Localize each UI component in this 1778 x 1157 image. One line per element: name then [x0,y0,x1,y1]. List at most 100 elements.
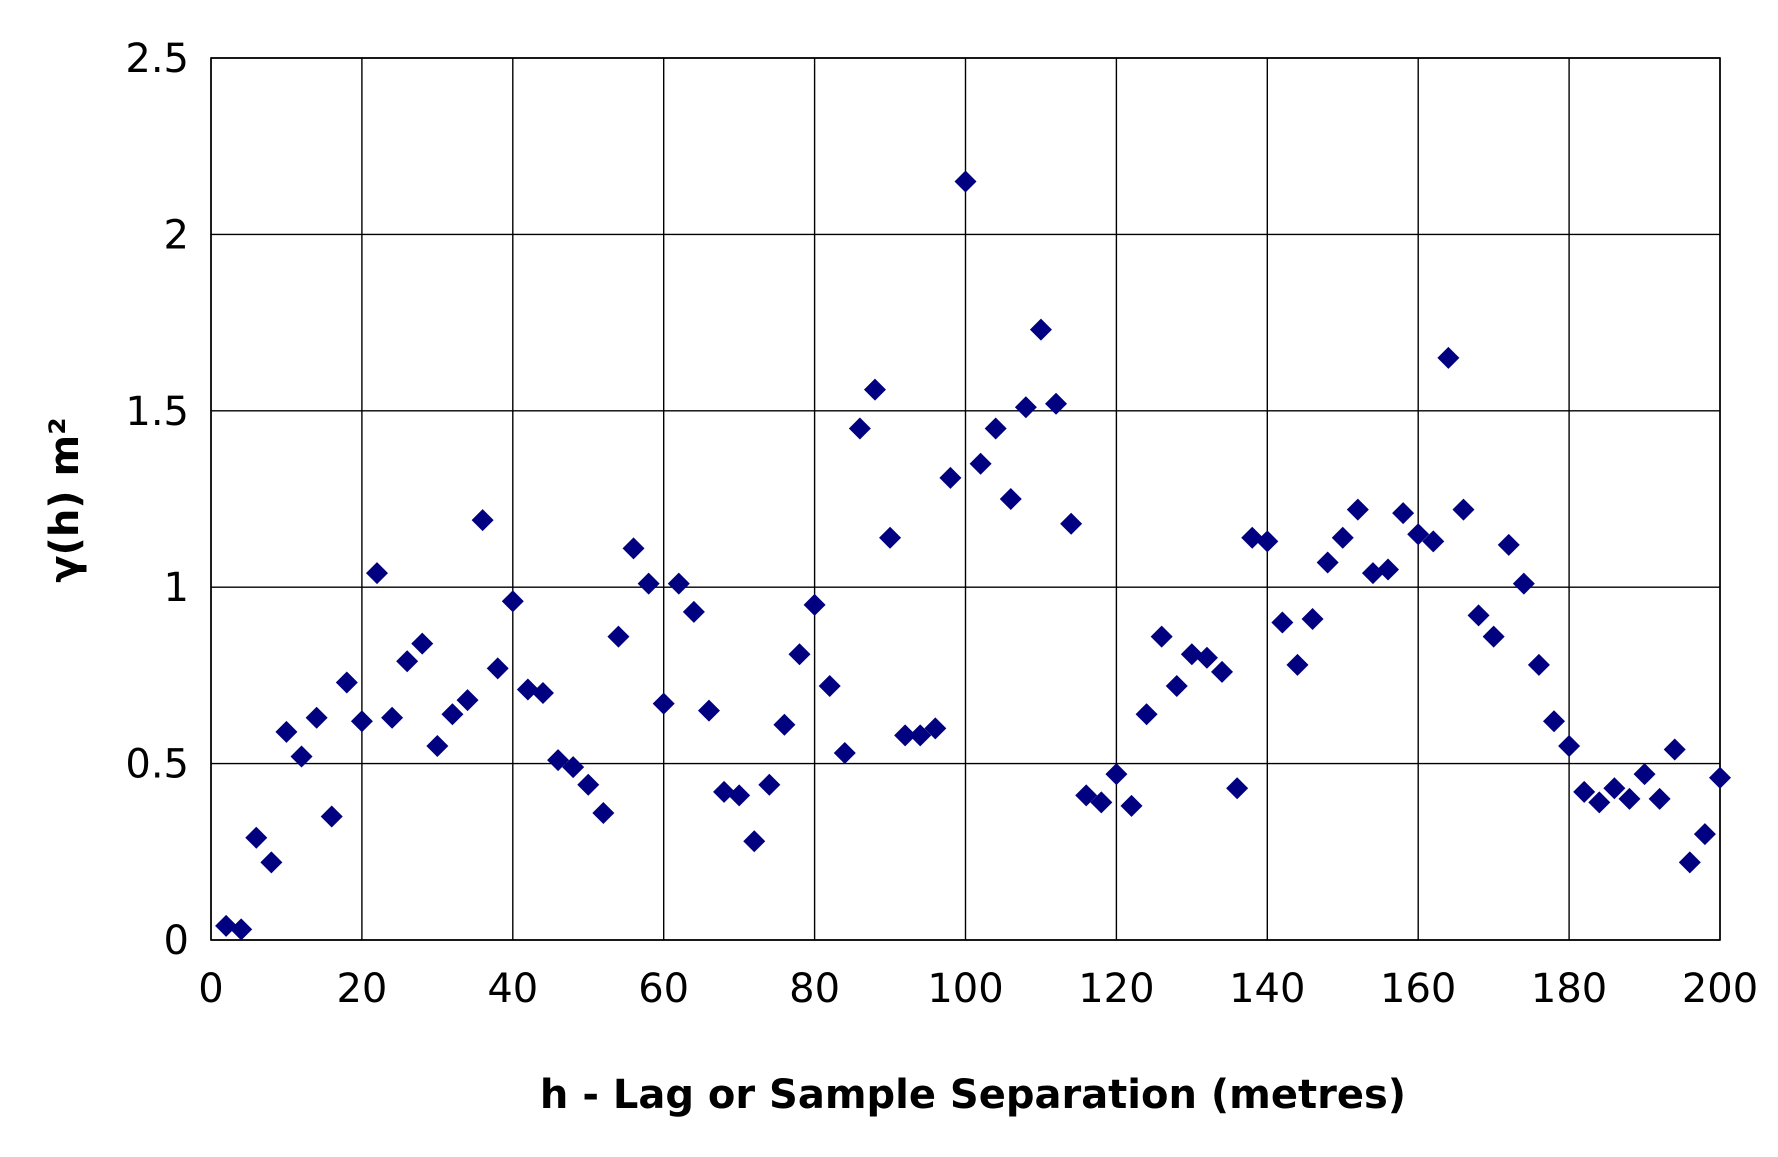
data-point [501,590,524,613]
data-point [833,742,856,765]
data-point [230,918,253,941]
data-point [1029,318,1052,341]
data-point [1497,533,1520,556]
x-tick-label: 60 [638,966,689,1012]
data-point [773,713,796,736]
data-point [305,706,328,729]
data-point [441,703,464,726]
y-tick-label: 2 [164,212,189,258]
data-point [1120,794,1143,817]
data-point [1226,777,1249,800]
data-point [1346,498,1369,521]
data-point [894,724,917,747]
y-tick-label: 0 [164,918,189,964]
data-point [1678,851,1701,874]
data-point [924,717,947,740]
data-point [743,830,766,853]
data-point [1392,502,1415,525]
x-axis-ticks: 0 20 40 60 80 100 120 140 160 180 200 [198,966,1758,1012]
data-point [788,643,811,666]
data-point [1633,763,1656,786]
data-point [365,562,388,585]
data-point [1165,674,1188,697]
x-tick-label: 20 [336,966,387,1012]
x-axis-label: h - Lag or Sample Separation (metres) [540,1072,1406,1118]
x-tick-label: 0 [198,966,223,1012]
data-point [335,671,358,694]
data-point [1271,611,1294,634]
data-point [1452,498,1475,521]
data-point [577,773,600,796]
data-point [1603,777,1626,800]
data-point [758,773,781,796]
plot-area-border [210,57,1721,941]
data-point [381,706,404,729]
data-point [818,674,841,697]
data-point [1075,784,1098,807]
data-point [456,689,479,712]
data-point [245,826,268,849]
x-tick-label: 180 [1531,966,1607,1012]
data-point [1045,392,1068,415]
data-point [682,600,705,623]
data-point [1331,526,1354,549]
data-point [592,801,615,824]
data-point [1135,703,1158,726]
plot-frame [210,57,1721,941]
data-point [803,593,826,616]
data-point [531,682,554,705]
data-point [1014,396,1037,419]
x-tick-label: 160 [1380,966,1456,1012]
data-point [1618,787,1641,810]
data-point [1105,763,1128,786]
data-point [1437,346,1460,369]
data-point [1648,787,1671,810]
data-point [1301,607,1324,630]
data-point [1467,604,1490,627]
data-point [863,378,886,401]
y-axis-label: γ(h) m² [42,417,88,582]
data-point [1377,558,1400,581]
data-point [547,749,570,772]
data-point [652,692,675,715]
x-tick-label: 40 [487,966,538,1012]
data-point [396,650,419,673]
y-tick-label: 2.5 [125,36,189,82]
data-point [1573,780,1596,803]
data-point [879,526,902,549]
data-point [411,632,434,655]
x-tick-label: 120 [1078,966,1154,1012]
data-point [713,780,736,803]
data-point [1286,653,1309,676]
y-tick-label: 1 [164,565,189,611]
data-point [984,417,1007,440]
data-point [1407,523,1430,546]
y-tick-label: 1.5 [125,389,189,435]
data-point [622,537,645,560]
data-point [1241,526,1264,549]
data-point [697,699,720,722]
data-point [290,745,313,768]
y-axis-ticks: 0 0.5 1 1.5 2 2.5 [125,36,189,964]
data-point [1558,734,1581,757]
data-point [667,572,690,595]
data-point [1512,572,1535,595]
data-point [516,678,539,701]
data-point [471,509,494,532]
x-tick-label: 80 [789,966,840,1012]
data-point [1256,530,1279,553]
data-point [939,466,962,489]
x-tick-label: 200 [1682,966,1758,1012]
data-point [1543,710,1566,733]
x-tick-label: 100 [927,966,1003,1012]
data-point [1060,512,1083,535]
data-point [350,710,373,733]
data-point [1090,791,1113,814]
data-point [1709,766,1731,789]
data-point [260,851,283,874]
data-point [637,572,660,595]
data-point [1361,562,1384,585]
data-points [215,170,1731,941]
y-tick-label: 0.5 [125,742,189,788]
